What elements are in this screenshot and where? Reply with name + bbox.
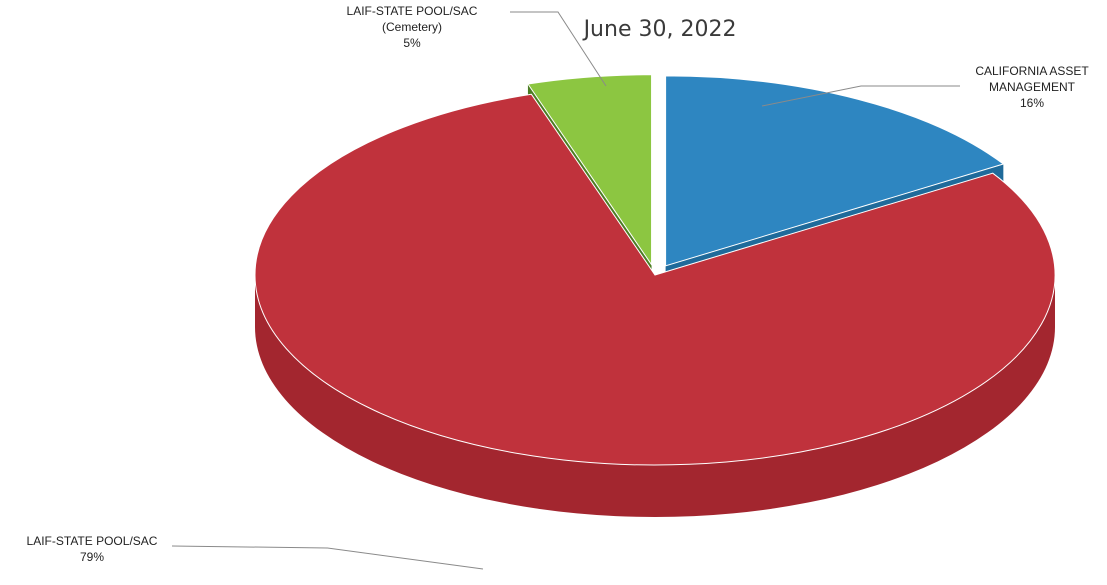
pie-slice-2 [527,74,653,267]
slice-value-label-2: 5% [403,36,421,50]
slice-value-label-0: 16% [1020,96,1044,110]
slice-side-1 [255,275,1055,517]
leader-lines [171,11,960,570]
slice-label-0-1: MANAGEMENT [989,80,1076,94]
slice-value-label-1: 79% [80,550,104,564]
slice-label-1-0: LAIF-STATE POOL/SAC [27,534,158,548]
pie-slice-1 [254,93,1056,466]
slice-labels: CALIFORNIA ASSET MANAGEMENT 16% LAIF-STATE … [27,4,1090,564]
slice-label-2-1: (Cemetery) [382,20,442,34]
leader-line-1 [171,545,484,570]
chart-title: June 30, 2022 [582,17,737,42]
pie-slice-0 [665,75,1005,267]
slice-label-0-0: CALIFORNIA ASSET [975,64,1089,78]
pie-tops [254,74,1056,466]
leader-line-0 [761,85,960,107]
slice-label-2-0: LAIF-STATE POOL/SAC [347,4,478,18]
leader-line-2 [510,11,607,87]
